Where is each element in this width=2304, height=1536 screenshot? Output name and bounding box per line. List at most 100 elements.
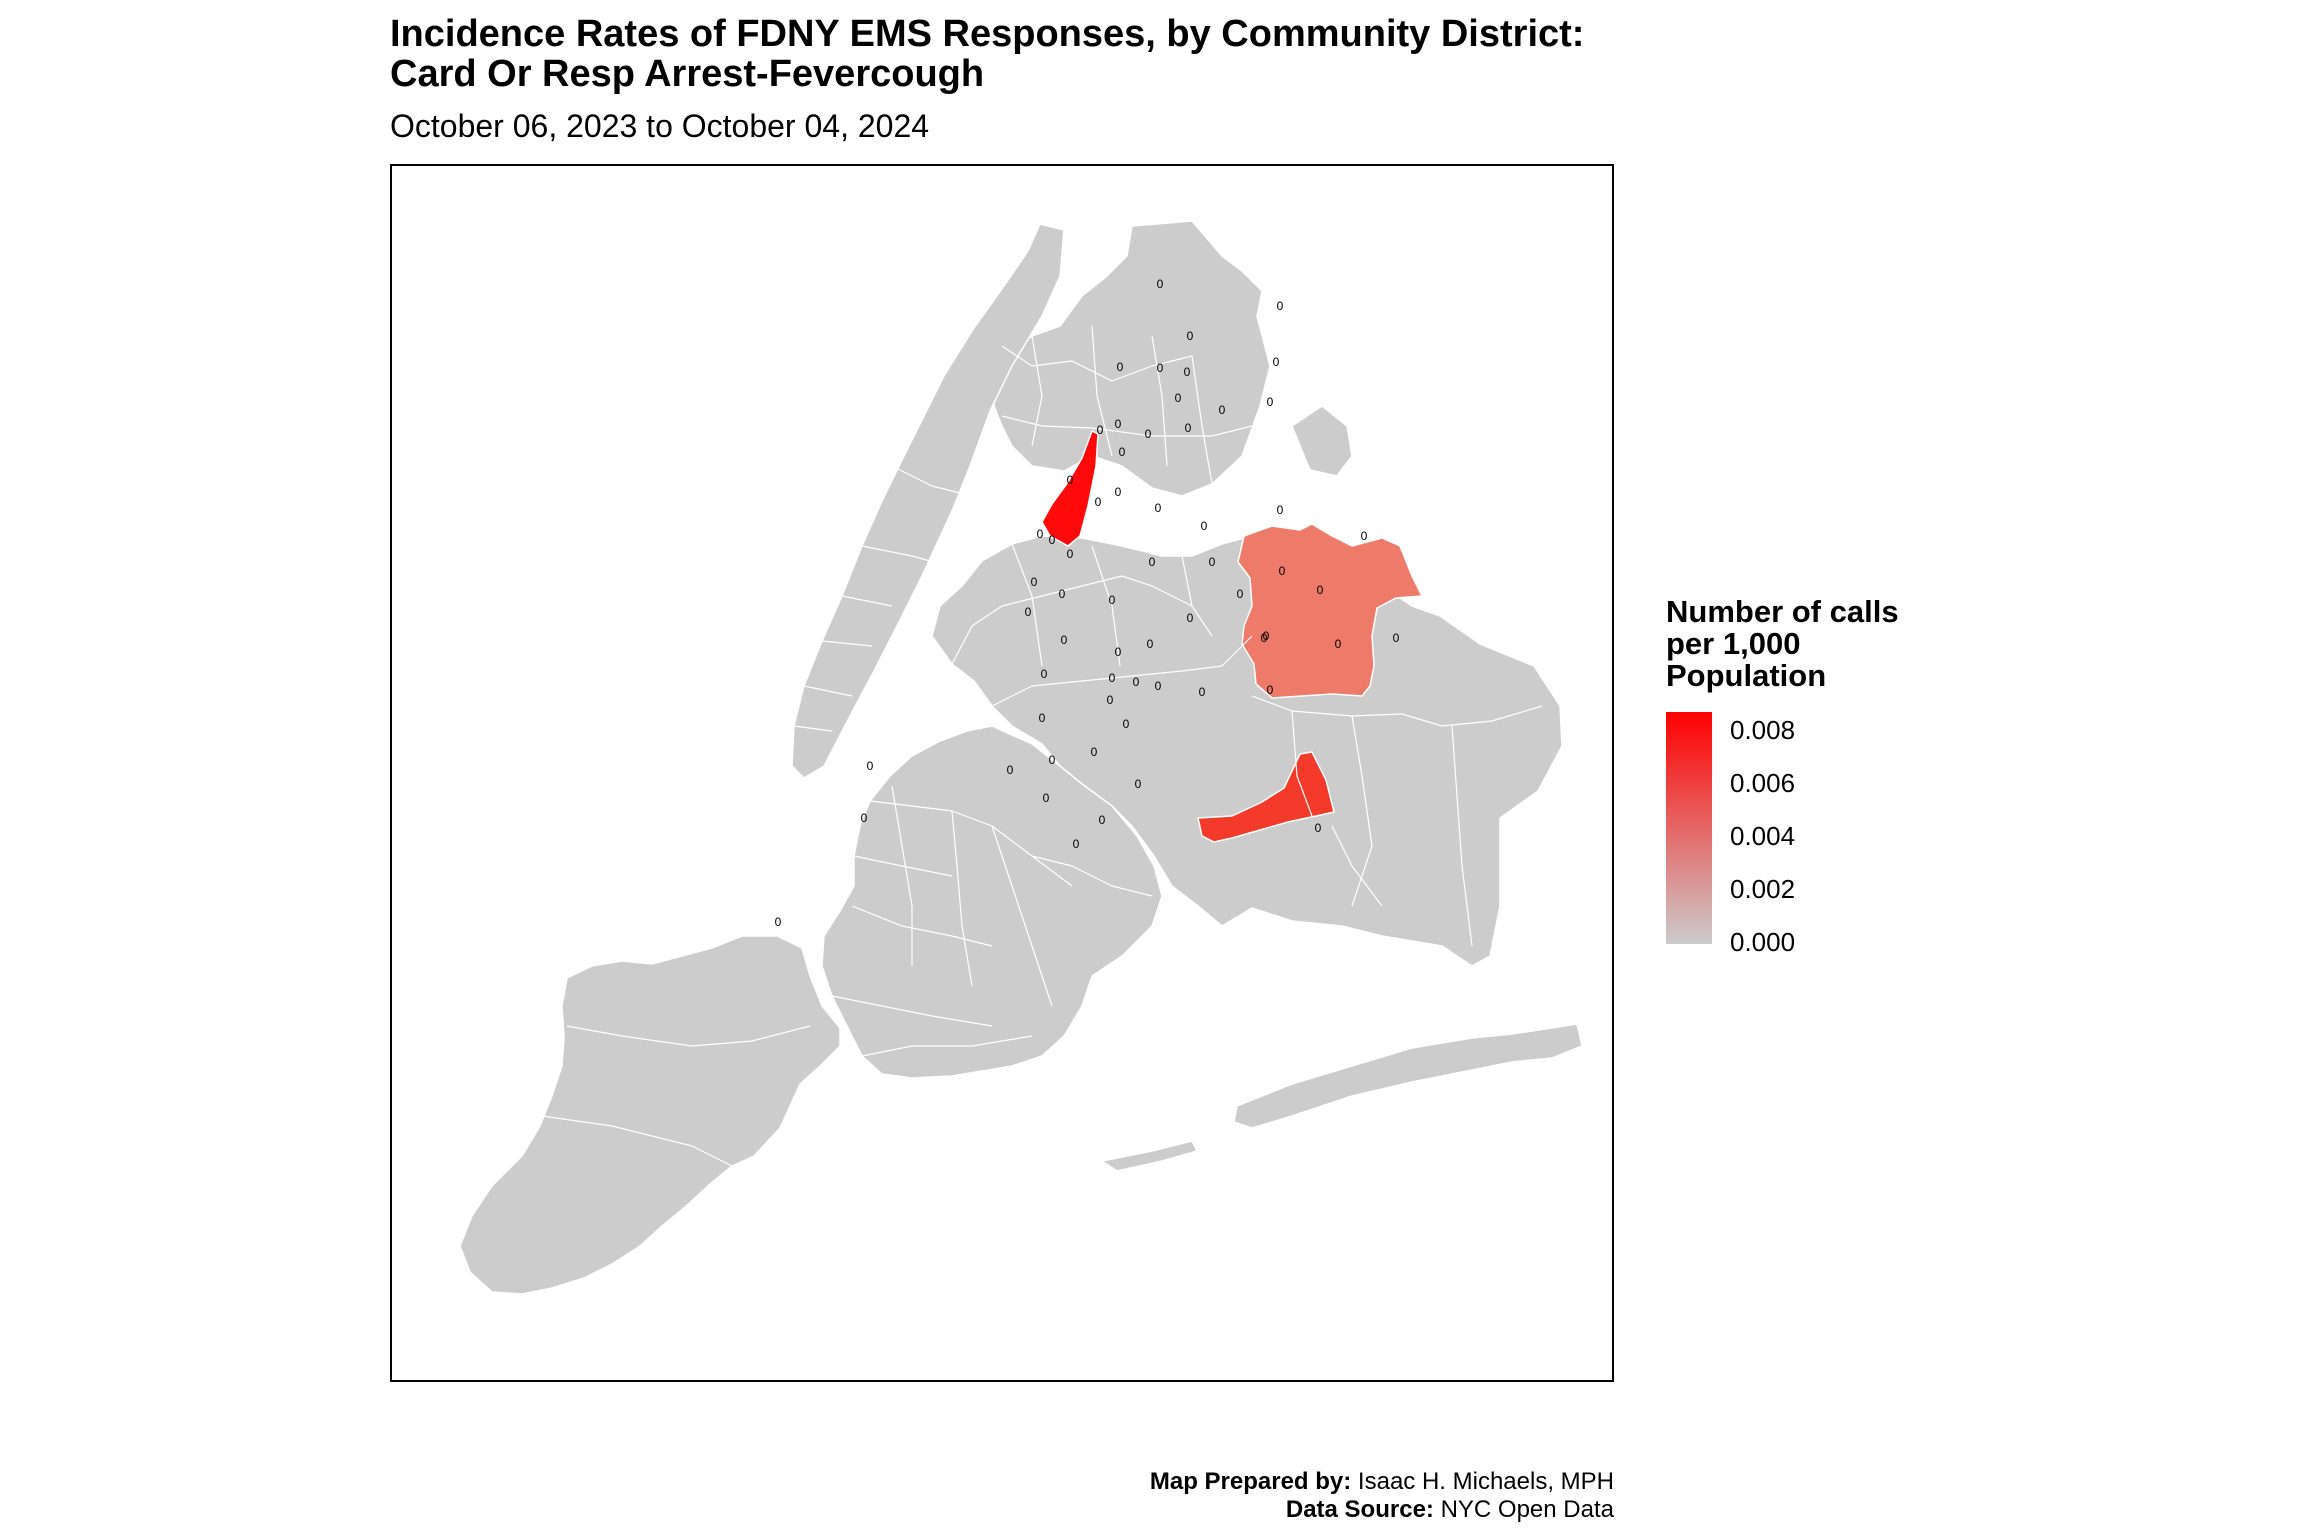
- district-label: 0: [1095, 495, 1102, 509]
- legend-tick-label: 0.006: [1730, 768, 1796, 798]
- district-label: 0: [1049, 753, 1056, 767]
- district-label: 0: [1317, 583, 1324, 597]
- district-label: 0: [1175, 391, 1182, 405]
- district-label: 0: [1123, 717, 1130, 731]
- credits-source-value: NYC Open Data: [1440, 1496, 1614, 1523]
- district-label: 0: [1107, 693, 1114, 707]
- district-label: 0: [1145, 427, 1152, 441]
- credits-prepared-value: Isaac H. Michaels, MPH: [1357, 1468, 1614, 1495]
- district-label: 0: [867, 759, 874, 773]
- district-label: 0: [1237, 587, 1244, 601]
- map-title-line-1: Incidence Rates of FDNY EMS Responses, b…: [390, 13, 1585, 55]
- district-label: 0: [1067, 547, 1074, 561]
- district-label: 0: [1199, 685, 1206, 699]
- district-label: 0: [1041, 667, 1048, 681]
- district-label: 0: [1273, 355, 1280, 369]
- color-legend: Number of calls per 1,000 Population 0.0…: [1666, 596, 1966, 972]
- district-label: 0: [1187, 329, 1194, 343]
- legend-tick-mark: [1712, 782, 1722, 784]
- district-label: 0: [1117, 360, 1124, 374]
- district-label: 0: [1115, 417, 1122, 431]
- district-label: 0: [1261, 631, 1268, 645]
- district-label: 0: [1393, 631, 1400, 645]
- district-label: 0: [1155, 501, 1162, 515]
- district-label: 0: [1097, 423, 1104, 437]
- district-label: 0: [1025, 605, 1032, 619]
- district-label: 0: [1049, 533, 1056, 547]
- district-label: 0: [1007, 763, 1014, 777]
- district-label: 0: [1185, 421, 1192, 435]
- district-brooklyn-highlight: [1197, 751, 1335, 843]
- district-label: 0: [1147, 637, 1154, 651]
- district-label: 0: [1209, 555, 1216, 569]
- map-credits: Map Prepared by: Isaac H. Michaels, MPH …: [1150, 1468, 1614, 1524]
- legend-body: 0.008 0.006 0.004 0.002 0.000: [1666, 712, 1966, 972]
- legend-tick-label: 0.004: [1730, 821, 1796, 851]
- legend-color-bar: [1666, 712, 1712, 944]
- district-label: 0: [1043, 791, 1050, 805]
- legend-tick-mark: [1712, 941, 1722, 943]
- district-label: 0: [1267, 683, 1274, 697]
- district-label: 0: [1201, 519, 1208, 533]
- map-subtitle: October 06, 2023 to October 04, 2024: [390, 108, 930, 144]
- nyc-community-district-map: 0 0 0 0 0 0 0 0 0 0 0 0 0 0 0 0 0 0 0 0 …: [459, 220, 1583, 1295]
- district-manhattan-highlight: [1041, 430, 1099, 547]
- staten-island-borough: [459, 935, 841, 1295]
- credits-source-label: Data Source:: [1285, 1496, 1434, 1523]
- legend-tick-mark: [1712, 888, 1722, 890]
- district-label: 0: [1067, 473, 1074, 487]
- district-label: 0: [775, 915, 782, 929]
- district-label: 0: [1315, 821, 1322, 835]
- legend-title: Number of calls per 1,000 Population: [1666, 596, 1966, 692]
- district-label: 0: [1059, 587, 1066, 601]
- district-label: 0: [1219, 403, 1226, 417]
- manhattan-borough: [791, 223, 1065, 779]
- map-title-line-2: Card Or Resp Arrest-Fevercough: [390, 53, 985, 95]
- credits-source-line: Data Source: NYC Open Data: [1150, 1496, 1614, 1524]
- district-label: 0: [1135, 777, 1142, 791]
- district-label: 0: [1279, 564, 1286, 578]
- district-label: 0: [1277, 503, 1284, 517]
- district-label: 0: [1149, 555, 1156, 569]
- district-label: 0: [1061, 633, 1068, 647]
- credits-prepared-label: Map Prepared by:: [1149, 1468, 1352, 1495]
- legend-tick-mark: [1712, 835, 1722, 837]
- legend-title-line-2: per 1,000: [1666, 626, 1801, 661]
- district-label: 0: [1187, 611, 1194, 625]
- legend-tick-label: 0.008: [1730, 715, 1796, 745]
- district-label: 0: [1115, 645, 1122, 659]
- bronx-east-islands: [1291, 405, 1353, 477]
- district-queens-highlight: [1237, 523, 1423, 699]
- legend-tick-mark: [1712, 729, 1722, 731]
- credits-prepared-line: Map Prepared by: Isaac H. Michaels, MPH: [1150, 1468, 1614, 1496]
- queens-borough: [931, 535, 1563, 967]
- district-label: 0: [1361, 529, 1368, 543]
- district-label: 0: [1099, 813, 1106, 827]
- district-label: 0: [1091, 745, 1098, 759]
- district-label: 0: [1155, 679, 1162, 693]
- district-label: 0: [1263, 629, 1270, 643]
- map-title: Incidence Rates of FDNY EMS Responses, b…: [390, 14, 1584, 94]
- district-label: 0: [1109, 671, 1116, 685]
- district-label: 0: [861, 811, 868, 825]
- district-label: 0: [1031, 575, 1038, 589]
- legend-title-line-1: Number of calls: [1666, 594, 1899, 629]
- district-label: 0: [1184, 365, 1191, 379]
- legend-tick-label: 0.000: [1730, 927, 1796, 957]
- district-boundaries: [541, 325, 1543, 1167]
- rockaway-peninsula: [1233, 1023, 1583, 1129]
- district-label: 0: [1037, 527, 1044, 541]
- district-label: 0: [1267, 395, 1274, 409]
- district-label: 0: [1073, 837, 1080, 851]
- district-label: 0: [1039, 711, 1046, 725]
- district-label: 0: [1277, 299, 1284, 313]
- district-label: 0: [1119, 445, 1126, 459]
- district-label: 0: [1109, 593, 1116, 607]
- breezy-point: [1101, 1140, 1198, 1172]
- brooklyn-borough: [821, 725, 1163, 1079]
- district-value-labels: 0 0 0 0 0 0 0 0 0 0 0 0 0 0 0 0 0 0 0 0 …: [775, 277, 1400, 929]
- legend-tick-label: 0.002: [1730, 874, 1796, 904]
- district-label: 0: [1133, 675, 1140, 689]
- district-label: 0: [1335, 637, 1342, 651]
- legend-title-line-3: Population: [1666, 658, 1827, 693]
